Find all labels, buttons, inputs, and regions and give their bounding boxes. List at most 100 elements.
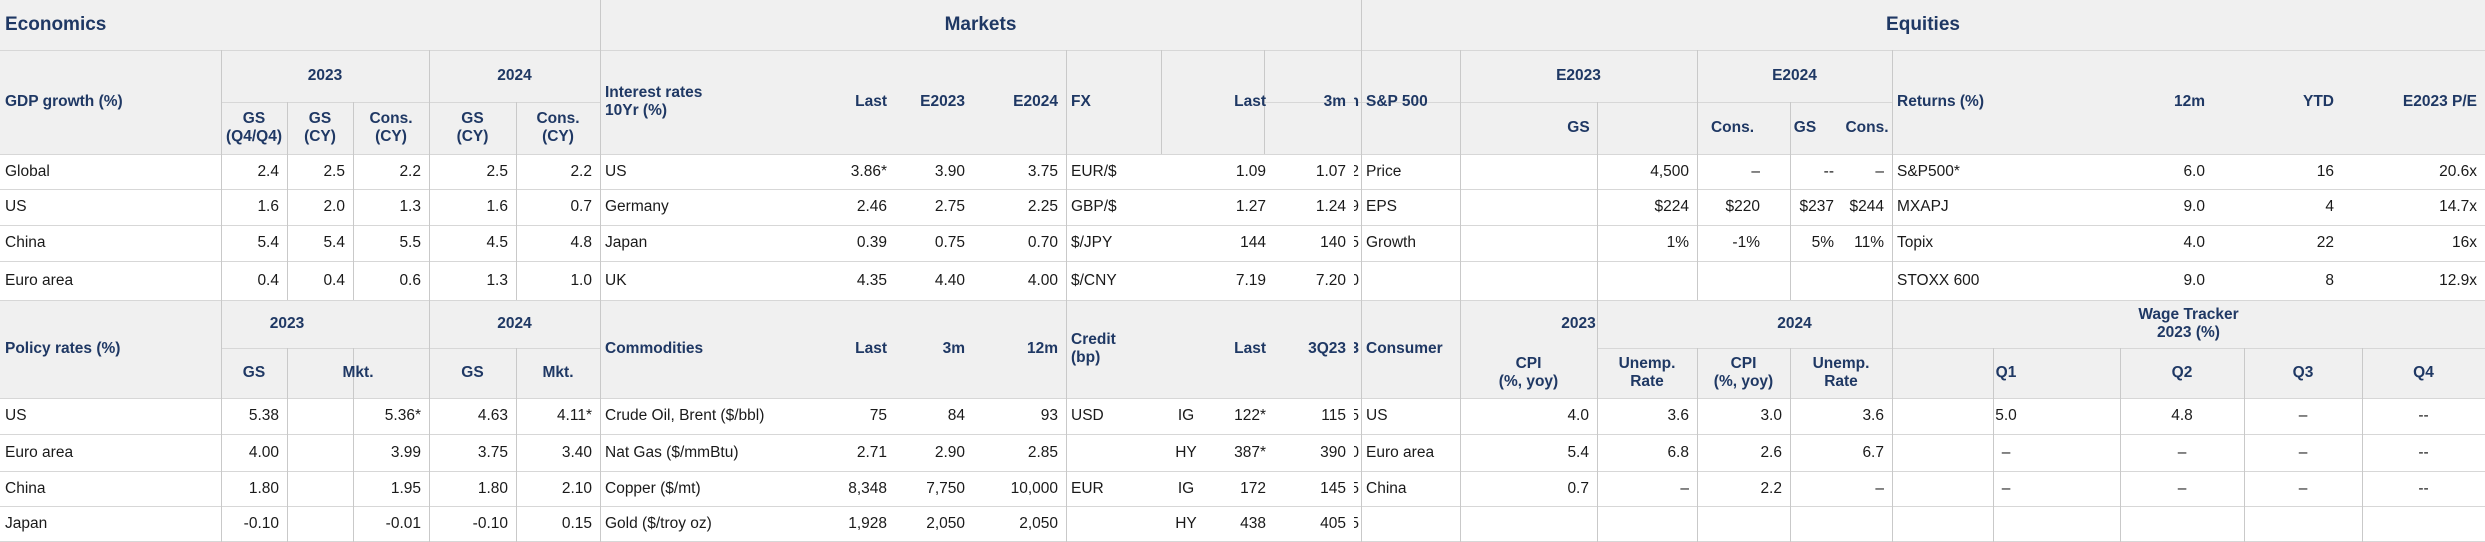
gdp-value: 1.6 — [486, 198, 508, 215]
rates-value: 0.70 — [1027, 234, 1058, 251]
fx-value: 1.24 — [1315, 198, 1346, 215]
grid-line-horizontal — [0, 50, 2485, 51]
grid-line-vertical — [429, 300, 430, 398]
grid-line-vertical — [1264, 50, 1265, 154]
consumer-value: – — [1875, 479, 1884, 497]
sp500-col-1: Cons. — [1710, 119, 1755, 136]
wage-value: -- — [2418, 479, 2429, 497]
grid-line-horizontal — [0, 261, 2485, 262]
policy-value: 2.10 — [561, 479, 592, 497]
credit-region: EUR — [1071, 479, 1104, 497]
policy-row-label: Japan — [5, 515, 48, 532]
grid-line-vertical — [287, 398, 288, 542]
grid-line-vertical — [429, 50, 430, 154]
credit-region: USD — [1071, 407, 1104, 424]
consumer-value: – — [1680, 479, 1689, 497]
credit-col-1: 3Q23 — [1308, 340, 1346, 357]
sp500-value: -- — [1823, 162, 1834, 180]
fx-value: 1.07 — [1315, 162, 1346, 180]
policy-value: 3.75 — [477, 443, 508, 461]
consumer-value: 2.2 — [1760, 479, 1782, 497]
policy-year-1: 2023 — [269, 315, 305, 332]
grid-line-vertical — [1066, 50, 1067, 542]
consumer-col-0: CPI (%, yoy) — [1498, 355, 1559, 390]
returns-row-label: S&P500* — [1897, 162, 1960, 180]
rates-value: 4.40 — [934, 271, 965, 289]
returns-value: 14.7x — [2439, 198, 2477, 215]
grid-line-vertical — [2120, 348, 2121, 542]
consumer-value: 4.0 — [1567, 407, 1589, 424]
consumer-value: 3.6 — [1862, 407, 1884, 424]
grid-line-vertical — [1790, 348, 1791, 542]
grid-line-vertical — [1697, 102, 1698, 300]
commodities-row-label: Nat Gas ($/mmBtu) — [605, 443, 739, 461]
grid-line-vertical — [353, 398, 354, 542]
credit-value: 115 — [1321, 407, 1346, 424]
gdp-value: 2.4 — [257, 162, 279, 180]
gdp-value: 1.3 — [399, 198, 421, 215]
rates-col-0: Last — [855, 93, 887, 110]
rates-value: 3.75 — [1027, 162, 1058, 180]
consumer-header: Consumer — [1366, 340, 1443, 357]
sp500-value: – — [1751, 162, 1760, 180]
gdp-value: 2.2 — [570, 162, 592, 180]
gdp-col-1: GS (CY) — [304, 110, 336, 145]
commodities-col-2: 12m — [1026, 340, 1058, 357]
gdp-value: 0.7 — [570, 198, 592, 215]
gdp-value: 5.4 — [323, 234, 345, 251]
gdp-value: 5.4 — [257, 234, 279, 251]
grid-line-vertical — [221, 300, 222, 398]
sp500-value: $224 — [1654, 198, 1689, 215]
policy-value: -0.01 — [385, 515, 421, 532]
gdp-row-label: US — [5, 198, 27, 215]
consumer-col-3: Unemp. Rate — [1812, 355, 1870, 390]
sp500-col-3: Cons. — [1845, 119, 1889, 136]
grid-line-vertical — [516, 348, 517, 398]
policy-value: 4.63 — [477, 407, 508, 424]
rates-row-label: UK — [605, 271, 627, 289]
gdp-value: 0.4 — [323, 271, 345, 289]
credit-col-2: 4Q23 — [1354, 340, 1359, 357]
credit-value: 390 — [1354, 443, 1359, 461]
grid-line-horizontal — [0, 506, 2485, 507]
policy-col-1: Mkt. — [342, 364, 374, 381]
commodities-col-0: Last — [855, 340, 887, 357]
credit-grade: HY — [1175, 515, 1197, 532]
returns-col-2: E2023 P/E — [2402, 93, 2477, 110]
rates-header: Interest rates 10Yr (%) — [605, 84, 703, 119]
consumer-value: 6.7 — [1862, 443, 1884, 461]
policy-col-2: GS — [461, 364, 484, 381]
grid-line-vertical — [429, 154, 430, 300]
returns-value: 8 — [2325, 271, 2334, 289]
commodities-value: 2,050 — [926, 515, 965, 532]
fx-value: 7.20 — [1315, 271, 1346, 289]
gdp-value: 1.3 — [486, 271, 508, 289]
fx-value: 144 — [1240, 234, 1266, 251]
sp500-col-0: GS — [1567, 119, 1590, 136]
gdp-value: 2.5 — [323, 162, 345, 180]
grid-line-vertical — [221, 154, 222, 300]
wage-value: – — [2298, 479, 2308, 497]
grid-line-vertical — [1597, 102, 1598, 300]
gdp-value: 1.0 — [570, 271, 592, 289]
returns-value: 12.9x — [2439, 271, 2477, 289]
rates-value: 4.00 — [1027, 271, 1058, 289]
credit-grade: HY — [1175, 443, 1197, 461]
returns-header: Returns (%) — [1897, 93, 1984, 110]
grid-line-vertical — [1460, 50, 1461, 300]
gdp-value: 2.5 — [486, 162, 508, 180]
policy-year-2: 2024 — [497, 315, 532, 332]
rates-row-label: US — [605, 162, 627, 180]
grid-line-vertical — [1892, 50, 1893, 542]
gdp-row-label: China — [5, 234, 46, 251]
grid-line-vertical — [287, 154, 288, 300]
sp500-value: $244 — [1849, 198, 1884, 215]
gdp-value: 2.2 — [399, 162, 421, 180]
sp500-header: S&P 500 — [1366, 93, 1428, 110]
sp500-col-2: GS — [1793, 119, 1817, 136]
wage-value: – — [2298, 407, 2308, 424]
wage-value: 5.0 — [1995, 407, 2017, 424]
sp500-value: 5% — [1811, 234, 1834, 251]
wage-value: -- — [2418, 443, 2429, 461]
